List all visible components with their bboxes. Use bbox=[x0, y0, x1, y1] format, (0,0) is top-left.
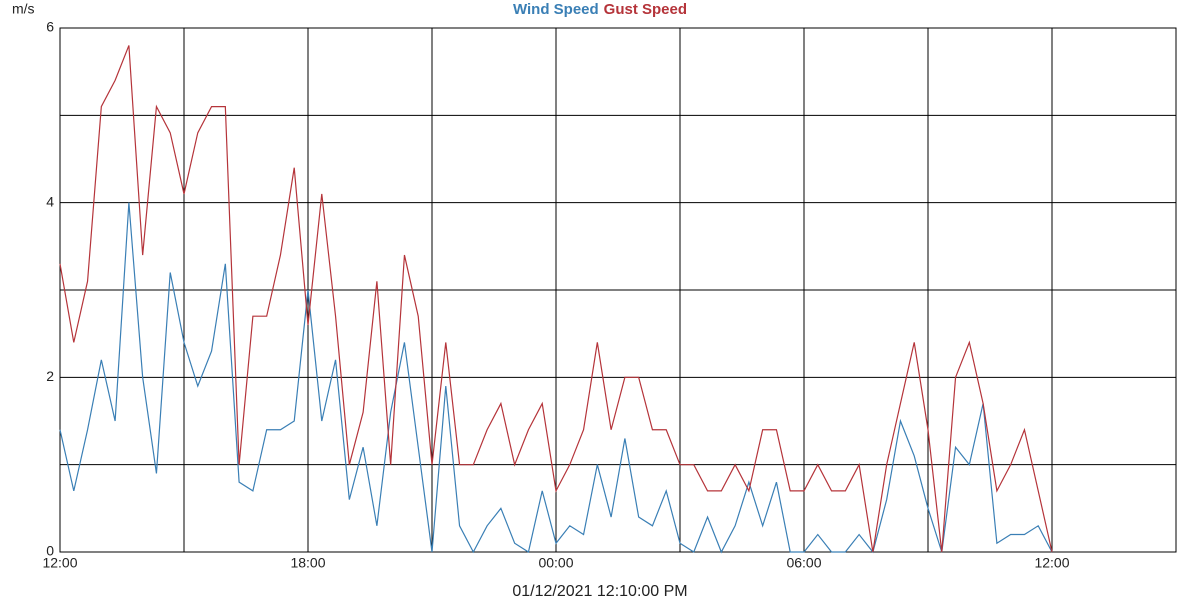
x-tick-label: 00:00 bbox=[538, 555, 573, 571]
x-tick-label: 18:00 bbox=[290, 555, 325, 571]
legend-entry: Gust Speed bbox=[604, 1, 687, 18]
plot-border bbox=[59, 27, 1177, 553]
legend: Wind Speed Gust Speed bbox=[513, 1, 687, 18]
series-line bbox=[59, 202, 1053, 554]
y-axis-label: m/s bbox=[12, 1, 35, 17]
y-tick-label: 6 bbox=[46, 19, 54, 35]
legend-entry: Wind Speed bbox=[513, 1, 599, 18]
series-line bbox=[59, 45, 1053, 553]
x-tick-label: 06:00 bbox=[786, 555, 821, 571]
y-tick-label: 2 bbox=[46, 368, 54, 384]
x-tick-label: 12:00 bbox=[42, 555, 77, 571]
y-tick-label: 0 bbox=[46, 543, 54, 559]
x-tick-label: 12:00 bbox=[1034, 555, 1069, 571]
x-axis-label: 01/12/2021 12:10:00 PM bbox=[512, 583, 687, 600]
y-tick-label: 4 bbox=[46, 193, 54, 209]
